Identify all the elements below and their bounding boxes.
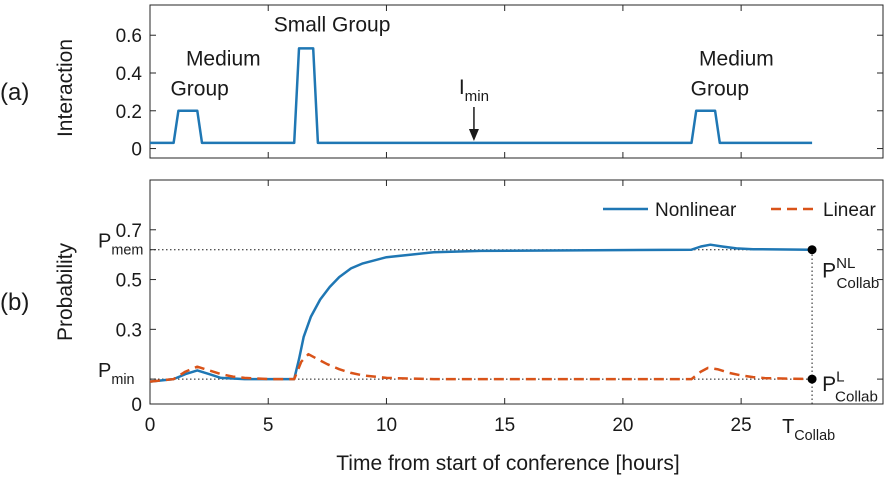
interaction-annotation: Group [170, 78, 228, 101]
i-min-label: Imin [459, 76, 489, 105]
interaction-annotation: Small Group [274, 13, 391, 36]
p-collab-label: PL Collab [822, 369, 878, 406]
probability-series [149, 243, 813, 383]
p-collab-label: PNL Collab [822, 255, 879, 292]
interaction-y-tick-label: 0 [131, 140, 142, 161]
probability-x-tick-label: 15 [494, 415, 515, 436]
probability-ticks: 0 0.3 0.5 0.7 Pmin Pmem 0 5 10 15 20 25 TCollab [98, 180, 883, 444]
panel-label-a: (a) [0, 79, 29, 106]
interaction-annotation: Group [691, 78, 749, 101]
probability-y-tick-label: 0.5 [116, 271, 142, 292]
probability-panel: Probability Time from start of conferenc… [54, 179, 884, 475]
interaction-y-ticks: 0 0.2 0.4 0.6 [116, 5, 883, 161]
probability-x-tick-label: 20 [612, 415, 633, 436]
probability-y-axis-label: Probability [54, 242, 77, 341]
interaction-y-tick-label: 0.4 [116, 64, 143, 85]
reference-lines [150, 249, 813, 404]
legend-label-linear: Linear [823, 200, 876, 221]
interaction-panel: Interaction 0 0.2 0.4 0.6 Medium Group Small … [54, 4, 884, 161]
probability-y-tick-label: 0 [131, 395, 142, 416]
collab-endpoint [807, 374, 817, 384]
probability-y-tick-label: 0.3 [116, 320, 142, 341]
probability-x-tick-label: 25 [731, 415, 752, 436]
interaction-series [150, 47, 813, 145]
series-line-nonlinear [149, 243, 813, 383]
series-line-linear [149, 352, 813, 383]
interaction-y-tick-label: 0.2 [116, 102, 142, 123]
p-mem-label: Pmem [98, 231, 143, 259]
collab-endpoint [807, 245, 817, 255]
t-collab-label: TCollab [782, 416, 835, 444]
interaction-y-tick-label: 0.6 [116, 26, 142, 47]
probability-x-tick-label: 0 [145, 415, 156, 436]
probability-x-tick-label: 5 [263, 415, 274, 436]
probability-axes-box [149, 179, 884, 405]
interaction-axes-box [149, 4, 884, 159]
legend: Nonlinear Linear [603, 200, 876, 221]
interaction-annotation: Medium [699, 47, 774, 70]
i-min-arrowhead [468, 129, 479, 141]
legend-label-nonlinear: Nonlinear [655, 200, 737, 221]
interaction-y-axis-label: Interaction [54, 39, 77, 137]
interaction-annotation: Medium [186, 47, 261, 70]
interaction-annotations: Medium Group Small Group Imin Medium Group [170, 13, 774, 141]
probability-x-tick-label: 10 [376, 415, 397, 436]
probability-y-tick-label: 0.7 [116, 221, 142, 242]
interaction-series-line [150, 47, 813, 145]
p-min-label: Pmin [98, 360, 135, 388]
x-axis-label: Time from start of conference [hours] [336, 452, 680, 475]
panel-label-b: (b) [0, 289, 29, 316]
endpoint-markers: PNL Collab PL Collab [807, 245, 879, 406]
